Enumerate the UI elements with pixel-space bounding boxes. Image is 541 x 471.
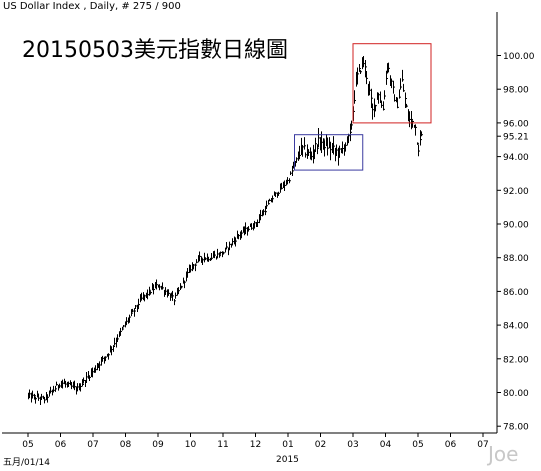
axes: 78.00 80.00 82.00 84.00 86.00 88.00 90.00 92.00…	[2, 12, 535, 450]
x-tick-label: 05	[412, 440, 423, 450]
consolidation-box	[294, 134, 364, 171]
y-tick-label: 100.00	[503, 52, 535, 62]
x-tick-label: 07	[87, 440, 98, 450]
annotation-boxes	[294, 43, 432, 171]
y-tick-label: 90.00	[503, 221, 529, 231]
x-tick-label: 04	[380, 440, 392, 450]
x-tick-label: 07	[477, 440, 488, 450]
chart-header: US Dollar Index , Daily, # 275 / 900	[3, 1, 181, 12]
y-tick-label: 80.00	[503, 389, 529, 399]
x-tick-label: 08	[120, 440, 132, 450]
y-tick-label: 82.00	[503, 355, 529, 365]
top-box	[352, 43, 432, 124]
x-tick-label: 05	[22, 440, 33, 450]
y-tick-label: 96.00	[503, 119, 529, 129]
last-price-label: 95.21	[503, 133, 529, 143]
y-tick-label: 78.00	[503, 423, 529, 433]
y-tick-label: 98.00	[503, 86, 529, 96]
x-tick-label: 12	[250, 440, 261, 450]
price-bars	[28, 56, 423, 405]
x-tick-label: 06	[55, 440, 67, 450]
y-tick-label: 92.00	[503, 187, 529, 197]
y-tick-label: 86.00	[503, 288, 529, 298]
y-tick-label: 88.00	[503, 254, 529, 264]
annotation-title: 20150503美元指數日線圖	[22, 38, 288, 63]
x-tick-label: 09	[152, 440, 164, 450]
y-tick-label: 84.00	[503, 322, 529, 332]
y-tick-label: 94.00	[503, 153, 529, 163]
start-date-label: 五月/01/14	[3, 458, 50, 468]
x-tick-label: 06	[445, 440, 457, 450]
x-tick-label: 03	[347, 440, 358, 450]
x-tick-label: 10	[185, 440, 197, 450]
year-label: 2015	[276, 455, 299, 465]
x-tick-label: 11	[217, 440, 228, 450]
x-tick-label: 01	[282, 440, 293, 450]
x-tick-label: 02	[315, 440, 326, 450]
watermark: Joe	[488, 442, 519, 466]
